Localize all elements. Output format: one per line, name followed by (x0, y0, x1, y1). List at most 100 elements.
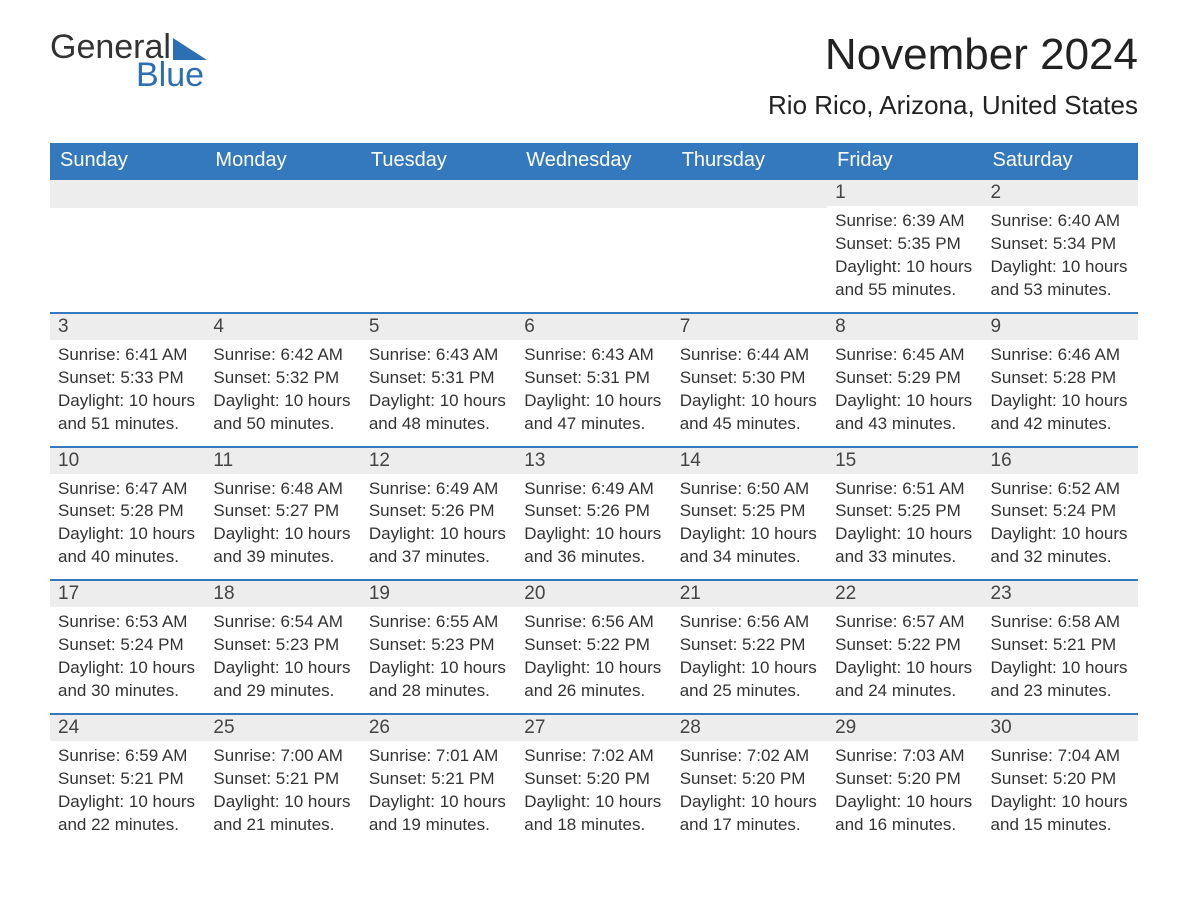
calendar-day-cell: 16Sunrise: 6:52 AMSunset: 5:24 PMDayligh… (983, 448, 1138, 580)
day-details: Sunrise: 7:01 AMSunset: 5:21 PMDaylight:… (361, 741, 516, 847)
day-details: Sunrise: 7:02 AMSunset: 5:20 PMDaylight:… (672, 741, 827, 847)
day-number: 14 (672, 448, 827, 474)
day-number: 5 (361, 314, 516, 340)
sunrise-text: Sunrise: 6:49 AM (524, 478, 663, 501)
daylight-text: Daylight: 10 hours and 55 minutes. (835, 256, 974, 302)
sunset-text: Sunset: 5:26 PM (524, 500, 663, 523)
calendar-day-cell: 2Sunrise: 6:40 AMSunset: 5:34 PMDaylight… (983, 180, 1138, 312)
daylight-text: Daylight: 10 hours and 51 minutes. (58, 390, 197, 436)
sunset-text: Sunset: 5:22 PM (524, 634, 663, 657)
day-number: 26 (361, 715, 516, 741)
daylight-text: Daylight: 10 hours and 36 minutes. (524, 523, 663, 569)
calendar-day-cell: 13Sunrise: 6:49 AMSunset: 5:26 PMDayligh… (516, 448, 671, 580)
day-number: 15 (827, 448, 982, 474)
calendar-day-cell: 25Sunrise: 7:00 AMSunset: 5:21 PMDayligh… (205, 715, 360, 847)
sunrise-text: Sunrise: 6:53 AM (58, 611, 197, 634)
daylight-text: Daylight: 10 hours and 30 minutes. (58, 657, 197, 703)
day-details: Sunrise: 6:57 AMSunset: 5:22 PMDaylight:… (827, 607, 982, 713)
day-details: Sunrise: 6:51 AMSunset: 5:25 PMDaylight:… (827, 474, 982, 580)
calendar-day-cell: 1Sunrise: 6:39 AMSunset: 5:35 PMDaylight… (827, 180, 982, 312)
day-number: 16 (983, 448, 1138, 474)
calendar-day-cell: 10Sunrise: 6:47 AMSunset: 5:28 PMDayligh… (50, 448, 205, 580)
daylight-text: Daylight: 10 hours and 50 minutes. (213, 390, 352, 436)
sunrise-text: Sunrise: 7:03 AM (835, 745, 974, 768)
day-number-empty (672, 180, 827, 208)
weekday-header-cell: Friday (827, 143, 982, 178)
day-details: Sunrise: 6:56 AMSunset: 5:22 PMDaylight:… (516, 607, 671, 713)
weekday-header-cell: Wednesday (516, 143, 671, 178)
day-number: 9 (983, 314, 1138, 340)
day-details: Sunrise: 6:59 AMSunset: 5:21 PMDaylight:… (50, 741, 205, 847)
sunrise-text: Sunrise: 7:00 AM (213, 745, 352, 768)
daylight-text: Daylight: 10 hours and 33 minutes. (835, 523, 974, 569)
daylight-text: Daylight: 10 hours and 28 minutes. (369, 657, 508, 703)
day-number: 24 (50, 715, 205, 741)
daylight-text: Daylight: 10 hours and 39 minutes. (213, 523, 352, 569)
sunrise-text: Sunrise: 6:39 AM (835, 210, 974, 233)
day-number-empty (205, 180, 360, 208)
day-number: 20 (516, 581, 671, 607)
sunset-text: Sunset: 5:28 PM (58, 500, 197, 523)
daylight-text: Daylight: 10 hours and 47 minutes. (524, 390, 663, 436)
calendar-day-cell: 12Sunrise: 6:49 AMSunset: 5:26 PMDayligh… (361, 448, 516, 580)
daylight-text: Daylight: 10 hours and 43 minutes. (835, 390, 974, 436)
daylight-text: Daylight: 10 hours and 16 minutes. (835, 791, 974, 837)
calendar-day-cell: 17Sunrise: 6:53 AMSunset: 5:24 PMDayligh… (50, 581, 205, 713)
sunrise-text: Sunrise: 6:45 AM (835, 344, 974, 367)
day-details: Sunrise: 6:40 AMSunset: 5:34 PMDaylight:… (983, 206, 1138, 312)
sunset-text: Sunset: 5:20 PM (835, 768, 974, 791)
daylight-text: Daylight: 10 hours and 45 minutes. (680, 390, 819, 436)
daylight-text: Daylight: 10 hours and 26 minutes. (524, 657, 663, 703)
sunrise-text: Sunrise: 6:42 AM (213, 344, 352, 367)
day-details: Sunrise: 6:42 AMSunset: 5:32 PMDaylight:… (205, 340, 360, 446)
day-number: 11 (205, 448, 360, 474)
sunrise-text: Sunrise: 6:43 AM (524, 344, 663, 367)
calendar-day-cell: 23Sunrise: 6:58 AMSunset: 5:21 PMDayligh… (983, 581, 1138, 713)
sunset-text: Sunset: 5:21 PM (369, 768, 508, 791)
sunset-text: Sunset: 5:22 PM (680, 634, 819, 657)
sunrise-text: Sunrise: 6:46 AM (991, 344, 1130, 367)
sunrise-text: Sunrise: 6:56 AM (680, 611, 819, 634)
day-number: 19 (361, 581, 516, 607)
daylight-text: Daylight: 10 hours and 34 minutes. (680, 523, 819, 569)
day-details: Sunrise: 6:41 AMSunset: 5:33 PMDaylight:… (50, 340, 205, 446)
calendar-empty-cell (361, 180, 516, 312)
day-details: Sunrise: 6:49 AMSunset: 5:26 PMDaylight:… (516, 474, 671, 580)
calendar-day-cell: 5Sunrise: 6:43 AMSunset: 5:31 PMDaylight… (361, 314, 516, 446)
day-details: Sunrise: 6:48 AMSunset: 5:27 PMDaylight:… (205, 474, 360, 580)
day-number-empty (50, 180, 205, 208)
day-number: 28 (672, 715, 827, 741)
day-details: Sunrise: 6:47 AMSunset: 5:28 PMDaylight:… (50, 474, 205, 580)
day-details: Sunrise: 6:55 AMSunset: 5:23 PMDaylight:… (361, 607, 516, 713)
day-details: Sunrise: 6:50 AMSunset: 5:25 PMDaylight:… (672, 474, 827, 580)
day-details: Sunrise: 7:03 AMSunset: 5:20 PMDaylight:… (827, 741, 982, 847)
day-number: 25 (205, 715, 360, 741)
day-number: 23 (983, 581, 1138, 607)
header: General Blue November 2024 Rio Rico, Ari… (50, 30, 1138, 135)
day-details: Sunrise: 6:43 AMSunset: 5:31 PMDaylight:… (516, 340, 671, 446)
day-number: 29 (827, 715, 982, 741)
sunrise-text: Sunrise: 7:04 AM (991, 745, 1130, 768)
sunrise-text: Sunrise: 6:54 AM (213, 611, 352, 634)
sunset-text: Sunset: 5:35 PM (835, 233, 974, 256)
sunset-text: Sunset: 5:28 PM (991, 367, 1130, 390)
day-details: Sunrise: 6:52 AMSunset: 5:24 PMDaylight:… (983, 474, 1138, 580)
sunset-text: Sunset: 5:21 PM (991, 634, 1130, 657)
day-number: 30 (983, 715, 1138, 741)
calendar-day-cell: 21Sunrise: 6:56 AMSunset: 5:22 PMDayligh… (672, 581, 827, 713)
calendar-day-cell: 11Sunrise: 6:48 AMSunset: 5:27 PMDayligh… (205, 448, 360, 580)
calendar-day-cell: 9Sunrise: 6:46 AMSunset: 5:28 PMDaylight… (983, 314, 1138, 446)
sunrise-text: Sunrise: 6:44 AM (680, 344, 819, 367)
sunset-text: Sunset: 5:34 PM (991, 233, 1130, 256)
calendar-week-row: 1Sunrise: 6:39 AMSunset: 5:35 PMDaylight… (50, 178, 1138, 312)
daylight-text: Daylight: 10 hours and 18 minutes. (524, 791, 663, 837)
day-details: Sunrise: 6:56 AMSunset: 5:22 PMDaylight:… (672, 607, 827, 713)
day-details: Sunrise: 6:58 AMSunset: 5:21 PMDaylight:… (983, 607, 1138, 713)
day-number: 4 (205, 314, 360, 340)
calendar-day-cell: 20Sunrise: 6:56 AMSunset: 5:22 PMDayligh… (516, 581, 671, 713)
sunset-text: Sunset: 5:31 PM (524, 367, 663, 390)
calendar-empty-cell (516, 180, 671, 312)
day-number: 3 (50, 314, 205, 340)
sunset-text: Sunset: 5:24 PM (58, 634, 197, 657)
calendar-day-cell: 24Sunrise: 6:59 AMSunset: 5:21 PMDayligh… (50, 715, 205, 847)
